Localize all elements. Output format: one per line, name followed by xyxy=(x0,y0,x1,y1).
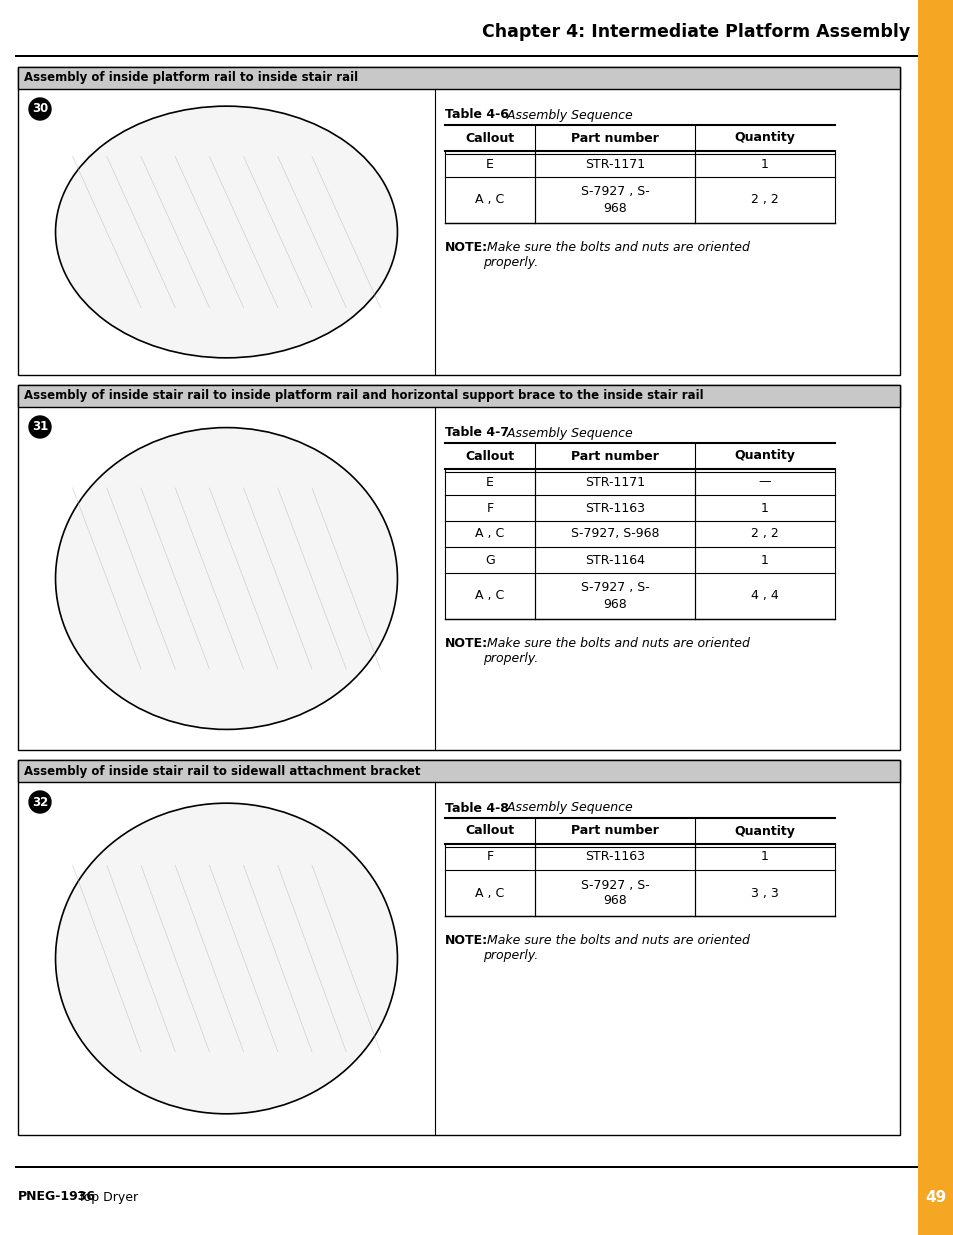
Text: A , C: A , C xyxy=(475,194,504,206)
Text: A , C: A , C xyxy=(475,887,504,899)
Text: STR-1171: STR-1171 xyxy=(584,158,644,170)
Bar xyxy=(15,1166,917,1168)
Text: NOTE:: NOTE: xyxy=(444,637,488,650)
Text: 1: 1 xyxy=(760,851,768,863)
Text: Table 4-8: Table 4-8 xyxy=(444,802,508,815)
Text: 30: 30 xyxy=(31,103,48,116)
Bar xyxy=(18,760,899,1135)
Text: Callout: Callout xyxy=(465,131,514,144)
Text: Make sure the bolts and nuts are oriented: Make sure the bolts and nuts are oriente… xyxy=(482,934,749,947)
Text: S-7927 , S-
968: S-7927 , S- 968 xyxy=(580,582,649,610)
Text: F: F xyxy=(486,851,493,863)
Ellipse shape xyxy=(55,106,397,358)
Bar xyxy=(18,385,899,750)
Ellipse shape xyxy=(55,803,397,1114)
Text: Assembly Sequence: Assembly Sequence xyxy=(503,426,633,440)
Text: S-7927 , S-
968: S-7927 , S- 968 xyxy=(580,878,649,908)
Text: E: E xyxy=(485,475,494,489)
Text: A , C: A , C xyxy=(475,589,504,603)
Text: STR-1164: STR-1164 xyxy=(584,553,644,567)
Text: Quantity: Quantity xyxy=(734,450,795,462)
Bar xyxy=(444,443,834,469)
Circle shape xyxy=(29,98,51,120)
Text: 2 , 2: 2 , 2 xyxy=(750,194,778,206)
Text: NOTE:: NOTE: xyxy=(444,934,488,947)
Text: Callout: Callout xyxy=(465,450,514,462)
Bar xyxy=(18,760,899,782)
Text: E: E xyxy=(485,158,494,170)
Text: 1: 1 xyxy=(760,553,768,567)
Text: Assembly of inside platform rail to inside stair rail: Assembly of inside platform rail to insi… xyxy=(24,72,357,84)
Text: properly.: properly. xyxy=(482,256,537,269)
Text: Part number: Part number xyxy=(571,825,659,837)
Text: 4 , 4: 4 , 4 xyxy=(750,589,778,603)
Text: Make sure the bolts and nuts are oriented: Make sure the bolts and nuts are oriente… xyxy=(482,241,749,254)
Text: Table 4-6: Table 4-6 xyxy=(444,109,508,121)
Text: —: — xyxy=(758,475,770,489)
Text: PNEG-1936: PNEG-1936 xyxy=(18,1191,96,1203)
Text: NOTE:: NOTE: xyxy=(444,241,488,254)
Text: A , C: A , C xyxy=(475,527,504,541)
Text: 2 , 2: 2 , 2 xyxy=(750,527,778,541)
Text: Make sure the bolts and nuts are oriented: Make sure the bolts and nuts are oriente… xyxy=(482,637,749,650)
Text: Chapter 4: Intermediate Platform Assembly: Chapter 4: Intermediate Platform Assembl… xyxy=(481,23,909,41)
Circle shape xyxy=(29,790,51,813)
Bar xyxy=(917,0,953,1235)
Text: properly.: properly. xyxy=(482,652,537,664)
Bar xyxy=(18,385,899,408)
Bar xyxy=(444,125,834,151)
Text: Assembly of inside stair rail to sidewall attachment bracket: Assembly of inside stair rail to sidewal… xyxy=(24,764,420,778)
Text: Assembly Sequence: Assembly Sequence xyxy=(503,802,633,815)
Text: 3 , 3: 3 , 3 xyxy=(750,887,778,899)
Text: 31: 31 xyxy=(31,420,48,433)
Ellipse shape xyxy=(55,427,397,730)
Text: Part number: Part number xyxy=(571,131,659,144)
Text: Top Dryer: Top Dryer xyxy=(74,1191,138,1203)
Text: 1: 1 xyxy=(760,158,768,170)
Text: 1: 1 xyxy=(760,501,768,515)
Text: 49: 49 xyxy=(924,1189,945,1204)
Text: STR-1171: STR-1171 xyxy=(584,475,644,489)
Bar xyxy=(15,56,917,57)
Circle shape xyxy=(29,416,51,438)
Text: S-7927, S-968: S-7927, S-968 xyxy=(570,527,659,541)
Text: 32: 32 xyxy=(31,795,48,809)
Text: Quantity: Quantity xyxy=(734,825,795,837)
Text: STR-1163: STR-1163 xyxy=(584,501,644,515)
Bar xyxy=(18,67,899,89)
Text: S-7927 , S-
968: S-7927 , S- 968 xyxy=(580,185,649,215)
Text: Part number: Part number xyxy=(571,450,659,462)
Text: properly.: properly. xyxy=(482,948,537,962)
Text: Quantity: Quantity xyxy=(734,131,795,144)
Text: Table 4-7: Table 4-7 xyxy=(444,426,509,440)
Text: Assembly Sequence: Assembly Sequence xyxy=(503,109,633,121)
Bar xyxy=(18,67,899,375)
Text: Callout: Callout xyxy=(465,825,514,837)
Bar xyxy=(444,818,834,844)
Text: G: G xyxy=(485,553,495,567)
Text: F: F xyxy=(486,501,493,515)
Text: STR-1163: STR-1163 xyxy=(584,851,644,863)
Text: Assembly of inside stair rail to inside platform rail and horizontal support bra: Assembly of inside stair rail to inside … xyxy=(24,389,703,403)
